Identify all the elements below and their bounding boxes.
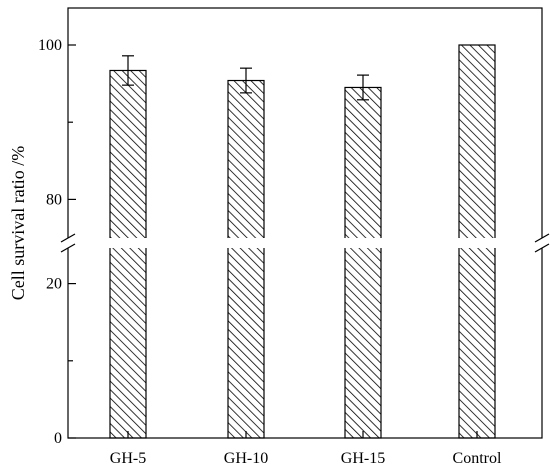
x-tick-label-gh5: GH-5 — [110, 450, 146, 467]
error-bar-gh-15 — [357, 74, 369, 101]
y-tick-label-0: 0 — [54, 430, 62, 447]
x-tick-label-gh10: GH-10 — [224, 450, 268, 467]
bar-gh-5 — [109, 69, 147, 439]
x-tick-label-gh15: GH-15 — [341, 450, 385, 467]
x-ticks — [127, 431, 478, 438]
y-tick-label-100: 100 — [38, 37, 62, 54]
y-tick-label-20: 20 — [46, 276, 62, 293]
break-band — [64, 238, 546, 248]
bar-gh-15 — [344, 86, 382, 439]
break-marks-left — [60, 233, 76, 253]
y-tick-label-80: 80 — [46, 191, 62, 208]
error-bar-gh-10 — [240, 67, 252, 94]
y-axis-label: Cell survival ratio /% — [8, 146, 28, 300]
bar-gh-10 — [227, 79, 265, 439]
error-bar-gh-5 — [122, 55, 134, 86]
plot-frame — [67, 7, 543, 439]
x-tick-label-control: Control — [453, 450, 502, 467]
error-bars-layer — [122, 55, 369, 101]
y-ticks — [68, 44, 76, 439]
axis-break — [60, 233, 550, 253]
break-marks-right — [534, 233, 550, 253]
